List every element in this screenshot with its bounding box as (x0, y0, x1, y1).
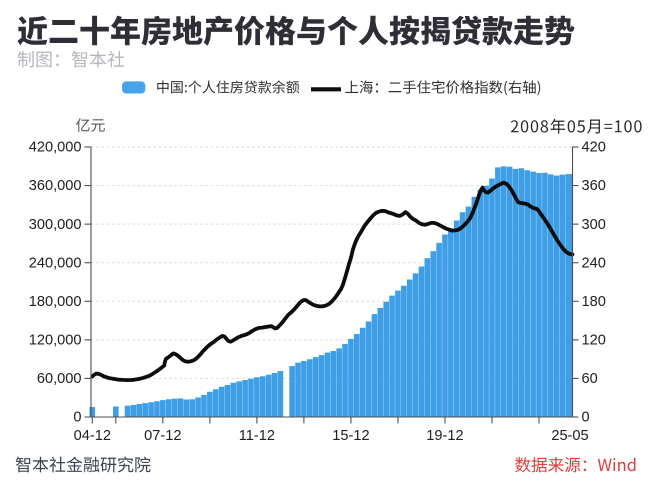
svg-text:04-12: 04-12 (74, 428, 111, 444)
svg-text:360,000: 360,000 (29, 178, 82, 194)
svg-text:180: 180 (582, 294, 606, 310)
svg-text:180,000: 180,000 (29, 294, 82, 310)
svg-text:25-05: 25-05 (551, 428, 588, 444)
svg-text:300,000: 300,000 (29, 217, 82, 233)
svg-text:360: 360 (582, 178, 606, 194)
svg-text:300: 300 (582, 217, 606, 233)
svg-text:11-12: 11-12 (239, 428, 275, 444)
svg-text:15-12: 15-12 (332, 428, 369, 444)
svg-text:240: 240 (582, 255, 606, 271)
svg-text:19-12: 19-12 (426, 428, 463, 444)
svg-text:0: 0 (73, 410, 81, 426)
svg-text:0: 0 (582, 410, 590, 426)
svg-text:240,000: 240,000 (29, 255, 82, 271)
svg-text:120: 120 (582, 332, 606, 348)
svg-text:120,000: 120,000 (29, 332, 82, 348)
svg-text:60,000: 60,000 (37, 371, 82, 387)
svg-text:420: 420 (582, 140, 606, 156)
svg-text:07-12: 07-12 (144, 428, 181, 444)
svg-text:60: 60 (582, 371, 598, 387)
svg-text:420,000: 420,000 (29, 140, 82, 156)
